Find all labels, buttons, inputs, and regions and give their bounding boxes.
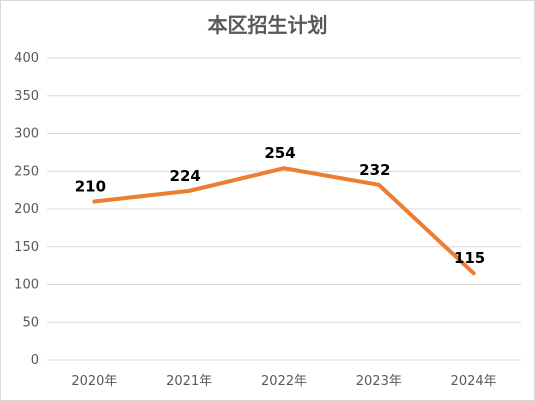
y-tick-label-50: 50	[22, 315, 39, 330]
data-label-0-3: 232	[359, 161, 390, 179]
data-point-0-1	[187, 188, 192, 193]
data-label-0-0: 210	[75, 177, 106, 195]
data-point-0-3	[376, 182, 381, 187]
series-line-0	[92, 166, 476, 276]
x-tick-label-0: 2020年	[71, 374, 117, 389]
data-label-0-2: 254	[264, 144, 295, 162]
data-label-0-1: 224	[170, 167, 201, 185]
x-tick-label-2: 2022年	[261, 374, 307, 389]
data-point-0-4	[471, 271, 476, 276]
chart-title: 本区招生计划	[207, 13, 328, 37]
y-tick-label-150: 150	[14, 240, 39, 255]
x-tick-label-1: 2021年	[166, 374, 212, 389]
y-tick-label-100: 100	[14, 278, 39, 293]
y-tick-label-200: 200	[14, 202, 39, 217]
x-tick-label-3: 2023年	[356, 374, 402, 389]
data-point-0-2	[282, 166, 286, 171]
y-tick-label-300: 300	[14, 127, 39, 142]
y-tick-label-250: 250	[14, 164, 39, 179]
y-tick-label-0: 0	[31, 353, 39, 368]
y-tick-label-400: 400	[14, 51, 39, 66]
x-tick-label-4: 2024年	[451, 374, 497, 389]
data-point-0-0	[92, 199, 97, 204]
y-tick-label-350: 350	[14, 89, 39, 104]
data-label-0-4: 115	[454, 249, 485, 267]
